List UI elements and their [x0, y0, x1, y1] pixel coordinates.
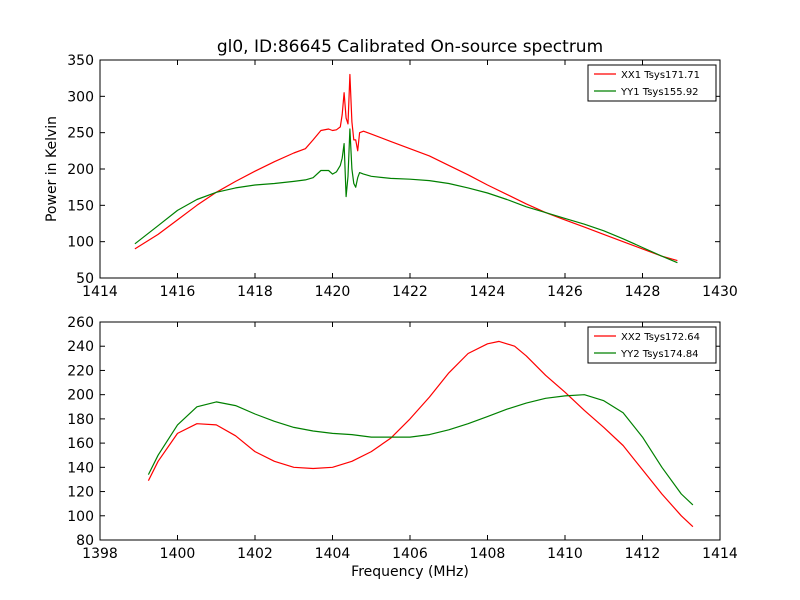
bottom-xtick-label: 1408 — [470, 546, 506, 562]
top-xtick-label: 1428 — [625, 284, 661, 300]
top-xtick-label: 1420 — [315, 284, 351, 300]
top-plot-frame — [99, 59, 721, 279]
top-ytick-label: 350 — [67, 53, 94, 69]
top-series-0-line — [134, 73, 678, 262]
bottom-xtick-label: 1404 — [315, 546, 351, 562]
top-ytick-label: 50 — [76, 271, 94, 287]
bottom-xtick-label: 1400 — [160, 546, 196, 562]
top-xtick-label: 1430 — [702, 284, 738, 300]
top-ytick-label: 200 — [67, 162, 94, 178]
bottom-ytick-label: 240 — [67, 339, 94, 355]
top-y-axis-label: Power in Kelvin — [44, 116, 60, 222]
bottom-plot-frame — [99, 321, 721, 541]
bottom-x-axis-label: Frequency (MHz) — [351, 564, 469, 580]
top-xtick-label: 1414 — [82, 284, 118, 300]
bottom-xtick-label: 1412 — [625, 546, 661, 562]
top-ytick-label: 100 — [67, 235, 94, 251]
bottom-legend-label-1: YY2 Tsys174.84 — [620, 349, 699, 360]
bottom-xtick-label: 1410 — [547, 546, 583, 562]
top-legend-box — [587, 64, 717, 102]
bottom-ytick-label: 200 — [67, 388, 94, 404]
top-ytick-label: 250 — [67, 126, 94, 142]
bottom-ytick-label: 220 — [67, 363, 94, 379]
top-plot-lines — [134, 73, 678, 264]
top-ytick-label: 150 — [67, 198, 94, 214]
bottom-legend-box — [587, 326, 717, 364]
top-xtick-label: 1416 — [160, 284, 196, 300]
top-xtick-label: 1418 — [237, 284, 273, 300]
bottom-plot-lines — [147, 340, 694, 528]
top-legend-label-0: XX1 Tsys171.71 — [621, 70, 700, 81]
chart-title: gl0, ID:86645 Calibrated On-source spect… — [217, 37, 603, 57]
bottom-xtick-label: 1398 — [82, 546, 118, 562]
bottom-ytick-label: 160 — [67, 436, 94, 452]
top-plot-ticks: 1414 1416 1418 1420 1422 1424 1426 1428 1430 50 10… — [67, 53, 738, 300]
bottom-legend: XX2 Tsys172.64 YY2 Tsys174.84 — [587, 326, 717, 364]
bottom-xtick-label: 1402 — [237, 546, 273, 562]
bottom-series-0-line — [147, 340, 694, 528]
top-xtick-label: 1426 — [547, 284, 583, 300]
bottom-ytick-label: 260 — [67, 315, 94, 331]
top-legend-label-1: YY1 Tsys155.92 — [620, 87, 699, 98]
bottom-xtick-label: 1414 — [702, 546, 738, 562]
top-ytick-label: 300 — [67, 89, 94, 105]
bottom-plot: 1398 1400 1402 1404 1406 1408 1410 1412 1414 80 10… — [67, 315, 738, 580]
bottom-xtick-label: 1406 — [392, 546, 428, 562]
bottom-series-1-line — [147, 394, 694, 506]
bottom-plot-ticks: 1398 1400 1402 1404 1406 1408 1410 1412 1414 80 10… — [67, 315, 738, 562]
top-series-1-line — [134, 128, 678, 264]
bottom-ytick-label: 80 — [76, 533, 94, 549]
top-plot: 1414 1416 1418 1420 1422 1424 1426 1428 1430 50 10… — [44, 53, 738, 300]
top-xtick-label: 1422 — [392, 284, 428, 300]
top-legend: XX1 Tsys171.71 YY1 Tsys155.92 — [587, 64, 717, 102]
bottom-ytick-label: 180 — [67, 412, 94, 428]
bottom-ytick-label: 100 — [67, 509, 94, 525]
bottom-ytick-label: 120 — [67, 485, 94, 501]
bottom-legend-label-0: XX2 Tsys172.64 — [621, 332, 700, 343]
bottom-ytick-label: 140 — [67, 460, 94, 476]
top-xtick-label: 1424 — [470, 284, 506, 300]
